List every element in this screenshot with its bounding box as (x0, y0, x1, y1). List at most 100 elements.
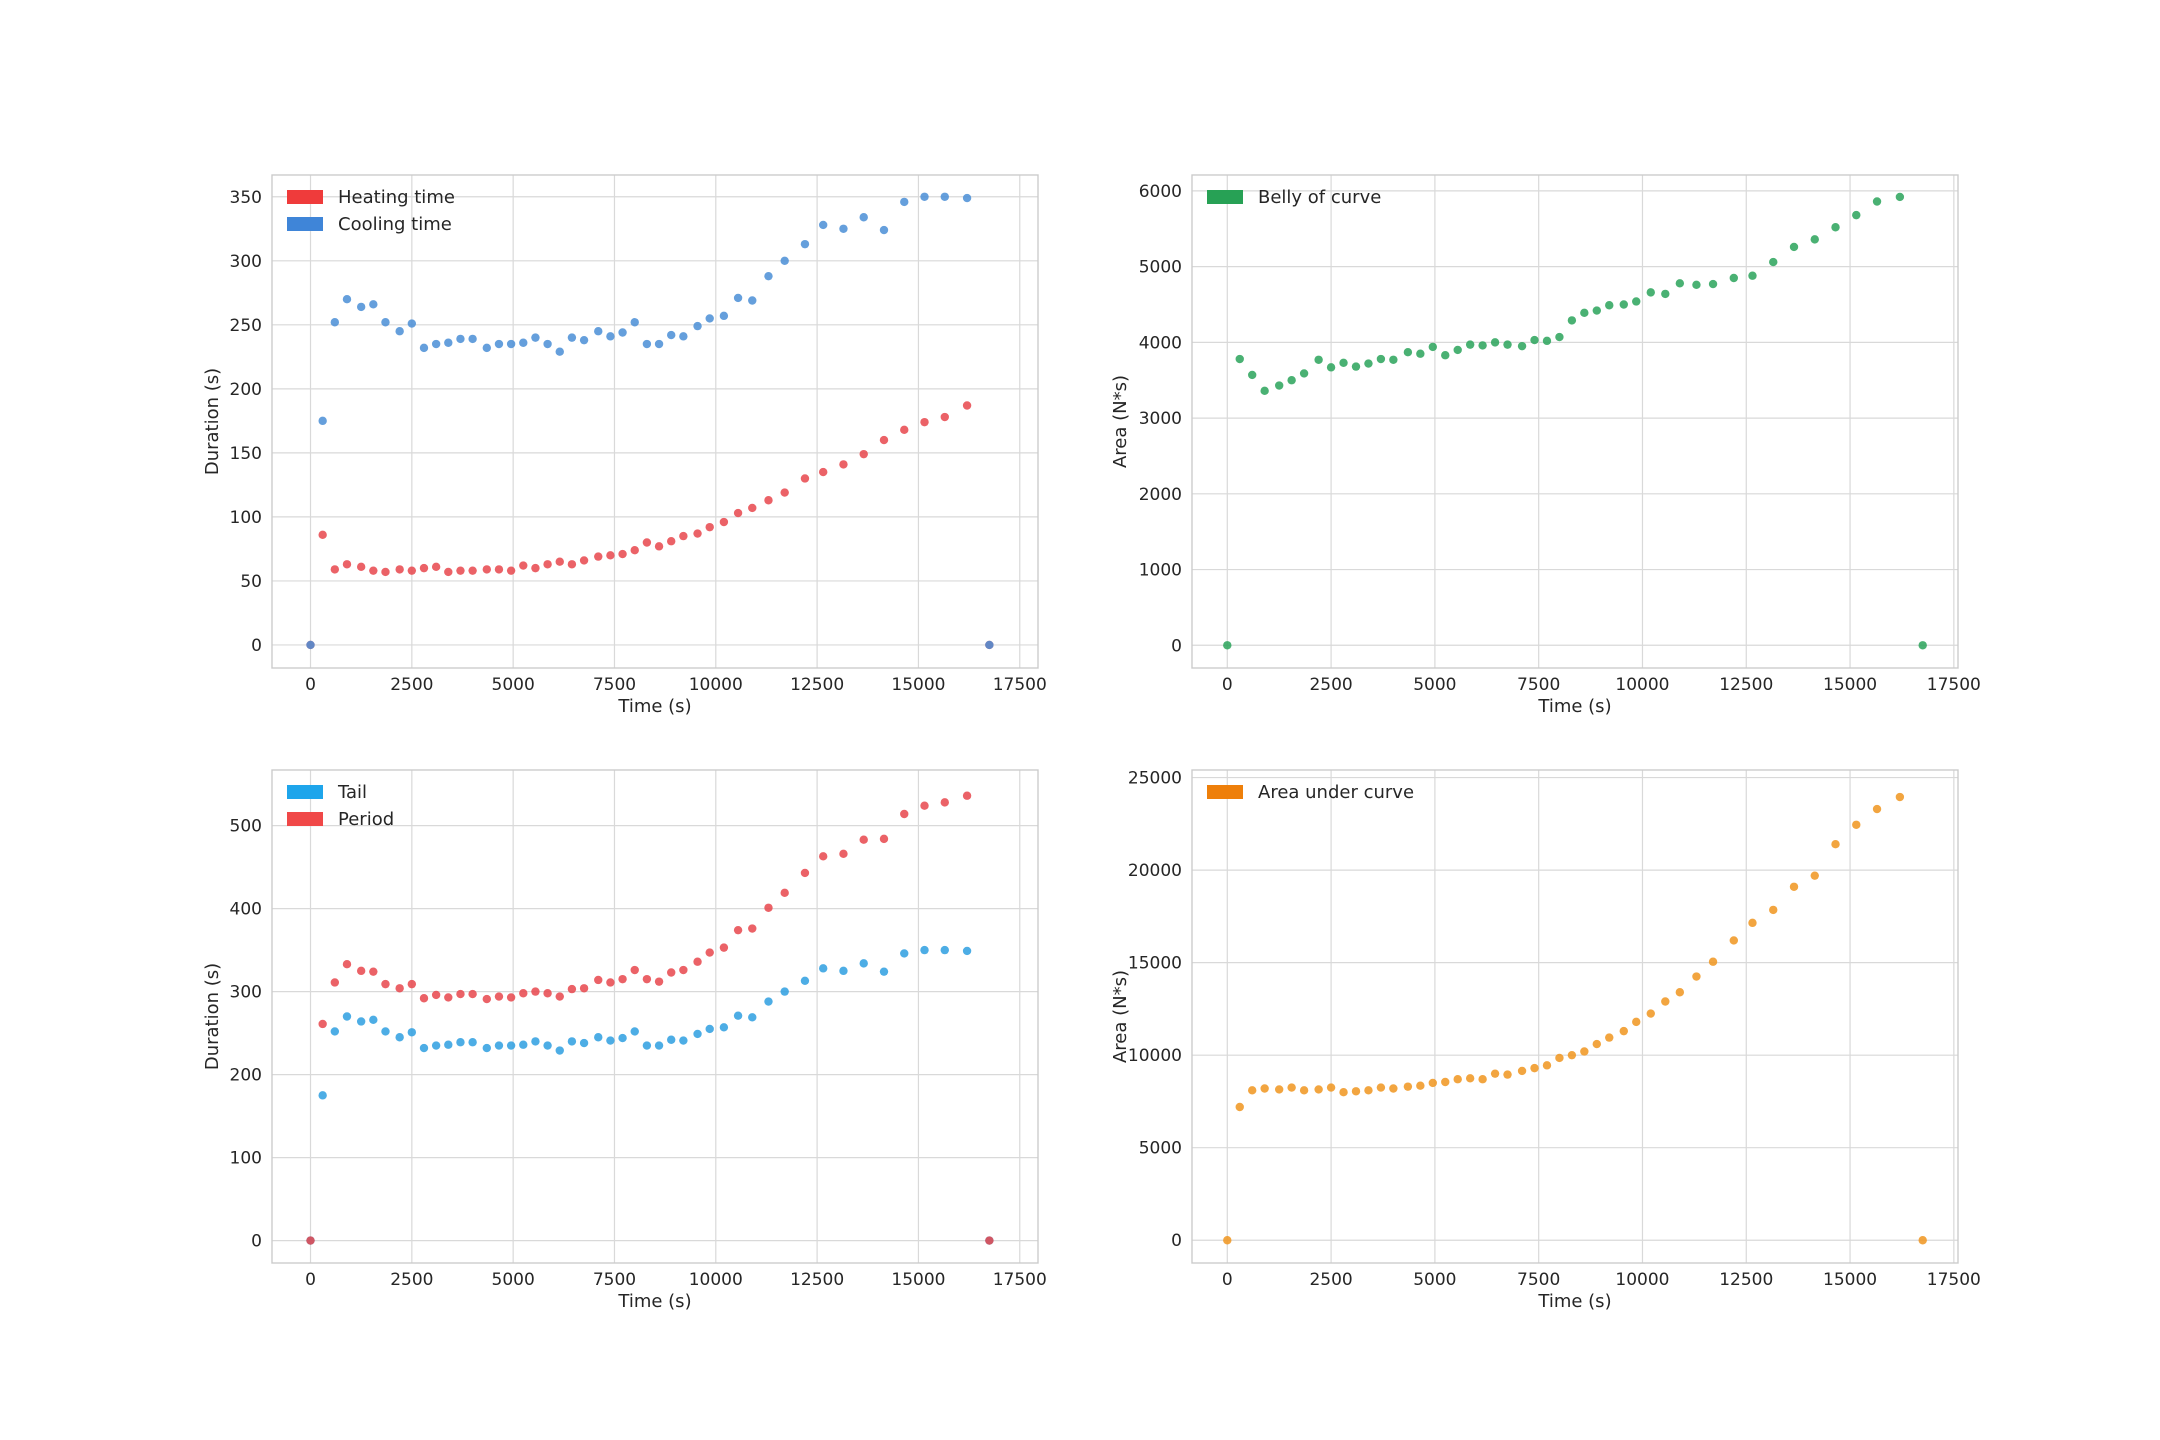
data-point (468, 566, 477, 575)
plot-frame (271, 174, 1039, 669)
y-tick-label: 20000 (1128, 861, 1182, 881)
x-tick-label: 5000 (492, 675, 535, 695)
data-point (630, 965, 639, 975)
data-point (818, 964, 828, 973)
data-point (1530, 335, 1539, 345)
data-point (431, 990, 441, 1000)
x-tick-label: 15000 (891, 675, 945, 695)
data-point (555, 992, 564, 1001)
data-point (1326, 363, 1336, 372)
data-point (1580, 1047, 1589, 1056)
data-point (579, 335, 589, 345)
data-point (506, 339, 516, 349)
data-point (1661, 997, 1670, 1006)
data-point (381, 979, 390, 989)
data-point (1567, 1050, 1577, 1060)
data-point (1542, 1061, 1552, 1070)
data-point (1831, 223, 1840, 232)
data-point (764, 496, 773, 505)
y-tick-label: 0 (1171, 636, 1182, 656)
data-point (1428, 1078, 1438, 1088)
data-point (1555, 1053, 1564, 1063)
data-point (879, 225, 889, 235)
data-point (1729, 273, 1739, 283)
data-point (1351, 1087, 1361, 1096)
data-point (1351, 362, 1361, 371)
data-point (419, 994, 429, 1003)
data-point (900, 197, 909, 207)
data-point (800, 474, 810, 483)
data-point (1339, 1087, 1348, 1097)
data-point (733, 1011, 743, 1020)
data-point (381, 1027, 390, 1036)
legend-label: Period (338, 809, 394, 830)
data-point (1592, 306, 1601, 315)
data-point (940, 192, 949, 201)
legend-label: Cooling time (338, 214, 452, 235)
legend-label: Heating time (338, 187, 455, 208)
data-point (679, 332, 688, 341)
x-tick-label: 12500 (1719, 675, 1773, 695)
legend-label: Tail (337, 782, 367, 803)
data-point (1441, 1077, 1450, 1087)
x-tick-label: 7500 (1517, 675, 1560, 695)
data-point (1248, 1086, 1257, 1095)
data-point (369, 300, 378, 309)
data-point (567, 1037, 577, 1046)
data-point (318, 416, 327, 426)
data-point (859, 213, 868, 222)
data-point (618, 328, 627, 337)
data-point (419, 1043, 429, 1053)
x-tick-label: 0 (305, 1270, 316, 1290)
legend: Tail Period (287, 782, 394, 830)
data-point (679, 531, 688, 541)
data-point (395, 984, 404, 993)
data-point (444, 993, 453, 1002)
data-point (780, 987, 789, 996)
chart-panel-4: 0 2500 5000 7500 10000 12500 15000 17500 0 5000 10… (1110, 769, 1981, 1312)
data-point (642, 339, 652, 349)
data-point (839, 224, 848, 233)
data-point (900, 809, 909, 819)
legend-swatch (287, 812, 323, 826)
y-tick-label: 50 (240, 572, 262, 592)
data-point (606, 332, 615, 341)
x-tick-label: 0 (305, 675, 316, 695)
data-point (567, 560, 577, 569)
y-axis-label: Area (N*s) (1110, 375, 1131, 468)
y-tick-label: 300 (230, 252, 262, 272)
data-point (407, 1028, 417, 1037)
data-point (531, 1037, 540, 1046)
x-tick-label: 0 (1222, 1270, 1233, 1290)
y-tick-label: 3000 (1139, 409, 1182, 429)
data-point (1490, 1069, 1500, 1078)
data-point (1872, 197, 1882, 206)
data-point (719, 517, 729, 527)
y-tick-label: 250 (230, 316, 262, 336)
data-point (1810, 235, 1819, 244)
data-point (1453, 1075, 1462, 1084)
data-point (318, 1091, 327, 1100)
data-point (1223, 641, 1232, 650)
data-point (606, 978, 615, 987)
data-point (800, 976, 810, 986)
y-tick-label: 5000 (1139, 258, 1182, 278)
data-point (1364, 1086, 1373, 1095)
data-point (818, 852, 828, 861)
data-point (618, 974, 627, 984)
legend-swatch (287, 190, 323, 204)
data-point (1490, 338, 1500, 347)
data-point (482, 1043, 492, 1053)
x-tick-label: 10000 (689, 1270, 743, 1290)
data-point (494, 992, 504, 1001)
data-point (800, 239, 810, 249)
data-point (381, 567, 390, 577)
data-point (1403, 348, 1413, 357)
x-tick-label: 15000 (891, 1270, 945, 1290)
data-point (1235, 1102, 1244, 1112)
data-point (818, 220, 828, 230)
data-point (1748, 271, 1757, 280)
data-point (920, 801, 929, 810)
data-point (654, 339, 664, 349)
data-point (1692, 972, 1701, 981)
